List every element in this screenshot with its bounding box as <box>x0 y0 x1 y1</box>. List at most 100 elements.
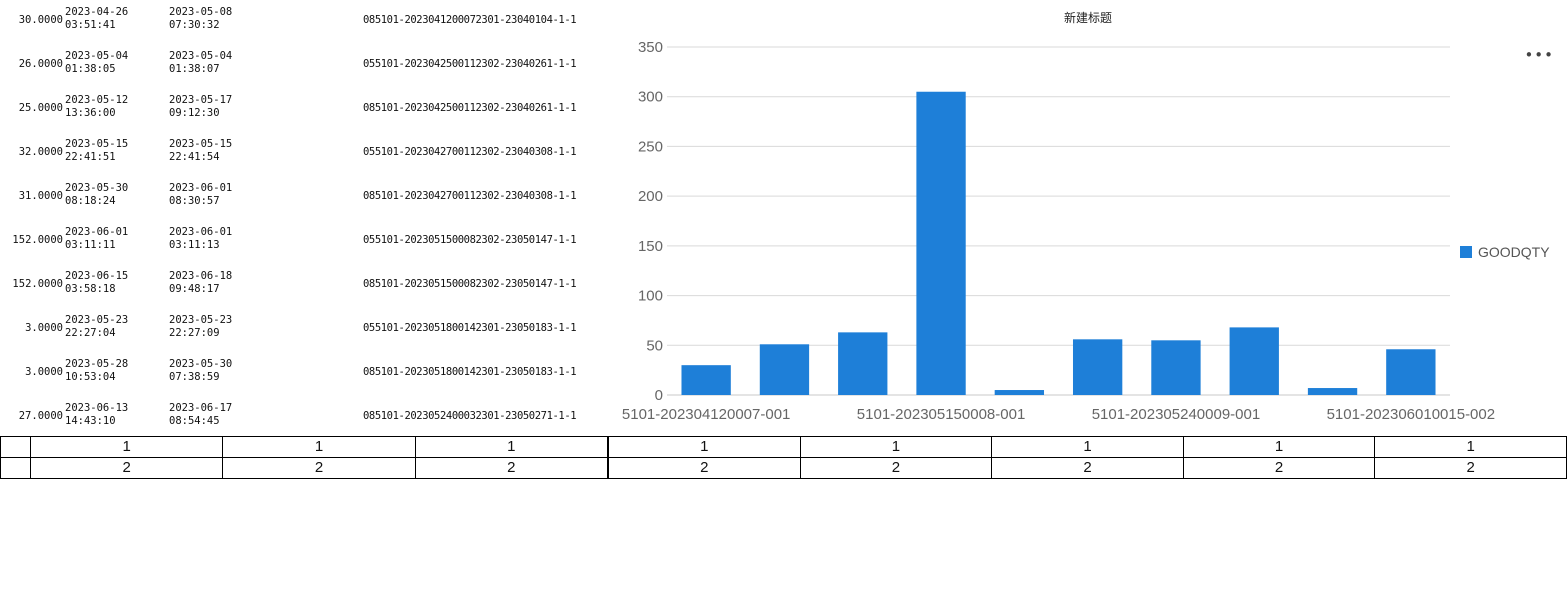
y-tick-label: 200 <box>638 188 663 205</box>
end-datetime: 2023-05-04 01:38:07 <box>169 50 233 75</box>
chart-legend[interactable]: GOODQTY <box>1460 244 1550 260</box>
bar <box>759 344 810 395</box>
qty-value: 152.0000 <box>12 234 63 246</box>
list-item: 32.0000 2023-05-15 22:41:51 2023-05-15 22:… <box>0 132 600 176</box>
list-item: 31.0000 2023-05-30 08:18:24 2023-06-01 08:… <box>0 176 600 220</box>
bar <box>1307 388 1358 395</box>
grid-cell <box>0 436 31 458</box>
grid-row: 1 1 1 1 1 <box>608 436 1567 458</box>
record-code: 085101-2023041200072301-23040104-1-1 <box>363 14 577 26</box>
grid-cell: 1 <box>414 436 609 458</box>
grid-cell <box>0 457 31 479</box>
list-item: 25.0000 2023-05-12 13:36:00 2023-05-17 09:… <box>0 88 600 132</box>
grid-cell: 2 <box>414 457 609 479</box>
grid-cell: 1 <box>991 436 1184 458</box>
end-datetime: 2023-05-08 07:30:32 <box>169 6 233 31</box>
record-code: 055101-2023051800142301-23050183-1-1 <box>363 322 577 334</box>
grid-cell: 2 <box>991 457 1184 479</box>
qty-value: 31.0000 <box>18 190 63 202</box>
end-datetime: 2023-06-01 08:30:57 <box>169 182 233 207</box>
record-code: 085101-2023051800142301-23050183-1-1 <box>363 366 577 378</box>
chart-panel: 新建标题 ••• 0 50 100 150 200 250 300 350 5101-20230… <box>608 0 1568 436</box>
grid-cell: 1 <box>222 436 416 458</box>
list-item: 30.0000 2023-04-26 03:51:41 2023-05-08 07:… <box>0 0 600 44</box>
bar <box>838 332 888 395</box>
y-tick-label: 350 <box>638 39 663 56</box>
start-datetime: 2023-05-23 22:27:04 <box>65 314 129 339</box>
qty-value: 25.0000 <box>18 102 63 114</box>
start-datetime: 2023-06-15 03:58:18 <box>65 270 129 295</box>
start-datetime: 2023-06-01 03:11:11 <box>65 226 129 251</box>
grid-cell: 2 <box>608 457 801 479</box>
record-code: 055101-2023051500082302-23050147-1-1 <box>363 234 577 246</box>
bar <box>1072 339 1123 395</box>
qty-value: 3.0000 <box>25 366 63 378</box>
grid-cell: 1 <box>29 436 224 458</box>
start-datetime: 2023-05-04 01:38:05 <box>65 50 129 75</box>
list-item: 26.0000 2023-05-04 01:38:05 2023-05-04 01:… <box>0 44 600 88</box>
record-code: 055101-2023042700112302-23040308-1-1 <box>363 146 577 158</box>
grid-cell: 1 <box>799 436 993 458</box>
bar <box>1386 349 1436 395</box>
record-code: 085101-2023052400032301-23050271-1-1 <box>363 410 577 422</box>
chart-title: 新建标题 <box>1063 11 1112 25</box>
y-tick-label: 300 <box>638 89 663 106</box>
grid-cell: 1 <box>608 436 801 458</box>
grid-cell: 2 <box>29 457 224 479</box>
start-datetime: 2023-05-15 22:41:51 <box>65 138 129 163</box>
list-item: 152.0000 2023-06-01 03:11:11 2023-06-01 03… <box>0 220 600 264</box>
grid-cell: 2 <box>1182 457 1376 479</box>
record-code: 085101-2023042700112302-23040308-1-1 <box>363 190 577 202</box>
end-datetime: 2023-05-15 22:41:54 <box>169 138 233 163</box>
y-tick-label: 50 <box>646 337 663 354</box>
y-tick-label: 250 <box>638 138 663 155</box>
bar <box>681 365 731 395</box>
record-list: 30.0000 2023-04-26 03:51:41 2023-05-08 07:… <box>0 0 600 436</box>
grid-cell: 2 <box>799 457 993 479</box>
record-code: 055101-2023042500112302-23040261-1-1 <box>363 58 577 70</box>
start-datetime: 2023-05-12 13:36:00 <box>65 94 129 119</box>
start-datetime: 2023-05-30 08:18:24 <box>65 182 129 207</box>
start-datetime: 2023-06-13 14:43:10 <box>65 402 129 427</box>
more-dots-icon[interactable]: ••• <box>1524 46 1554 64</box>
y-tick-label: 0 <box>655 387 663 404</box>
list-item: 152.0000 2023-06-15 03:58:18 2023-06-18 09… <box>0 264 600 308</box>
bar-chart: 0 50 100 150 200 250 300 350 5101-202304120007-0… <box>622 39 1496 423</box>
qty-value: 30.0000 <box>18 14 63 26</box>
bar <box>994 390 1045 395</box>
x-tick-label: 5101-202306010015-002 <box>1327 406 1496 423</box>
qty-value: 27.0000 <box>18 410 63 422</box>
list-item: 3.0000 2023-05-28 10:53:04 2023-05-30 07:3… <box>0 352 600 396</box>
x-tick-label: 5101-202305240009-001 <box>1092 406 1261 423</box>
grid-row: 2 2 2 2 2 <box>608 457 1567 479</box>
grid-row: 2 2 2 <box>0 457 609 479</box>
end-datetime: 2023-05-23 22:27:09 <box>169 314 233 339</box>
qty-value: 26.0000 <box>18 58 63 70</box>
grid-row: 1 1 1 <box>0 436 609 458</box>
list-item: 3.0000 2023-05-23 22:27:04 2023-05-23 22:2… <box>0 308 600 352</box>
x-tick-label: 5101-202304120007-001 <box>622 406 791 423</box>
end-datetime: 2023-05-30 07:38:59 <box>169 358 233 383</box>
start-datetime: 2023-05-28 10:53:04 <box>65 358 129 383</box>
grid-cell: 2 <box>1374 457 1567 479</box>
grid-right: 1 1 1 1 1 2 2 2 2 2 <box>608 436 1567 479</box>
qty-value: 32.0000 <box>18 146 63 158</box>
qty-value: 3.0000 <box>25 322 63 334</box>
y-tick-label: 100 <box>638 288 663 305</box>
grid-cell: 2 <box>222 457 416 479</box>
qty-value: 152.0000 <box>12 278 63 290</box>
bar <box>916 91 966 395</box>
bar <box>1151 340 1201 395</box>
record-code: 085101-2023042500112302-23040261-1-1 <box>363 102 577 114</box>
end-datetime: 2023-05-17 09:12:30 <box>169 94 233 119</box>
legend-swatch <box>1460 246 1472 258</box>
grid-left: 1 1 1 2 2 2 <box>0 436 609 479</box>
list-item: 27.0000 2023-06-13 14:43:10 2023-06-17 08:… <box>0 396 600 440</box>
bar <box>1229 327 1279 395</box>
start-datetime: 2023-04-26 03:51:41 <box>65 6 129 31</box>
end-datetime: 2023-06-18 09:48:17 <box>169 270 233 295</box>
y-tick-label: 150 <box>638 238 663 255</box>
legend-label: GOODQTY <box>1478 244 1550 260</box>
record-code: 085101-2023051500082302-23050147-1-1 <box>363 278 577 290</box>
grid-cell: 1 <box>1374 436 1567 458</box>
